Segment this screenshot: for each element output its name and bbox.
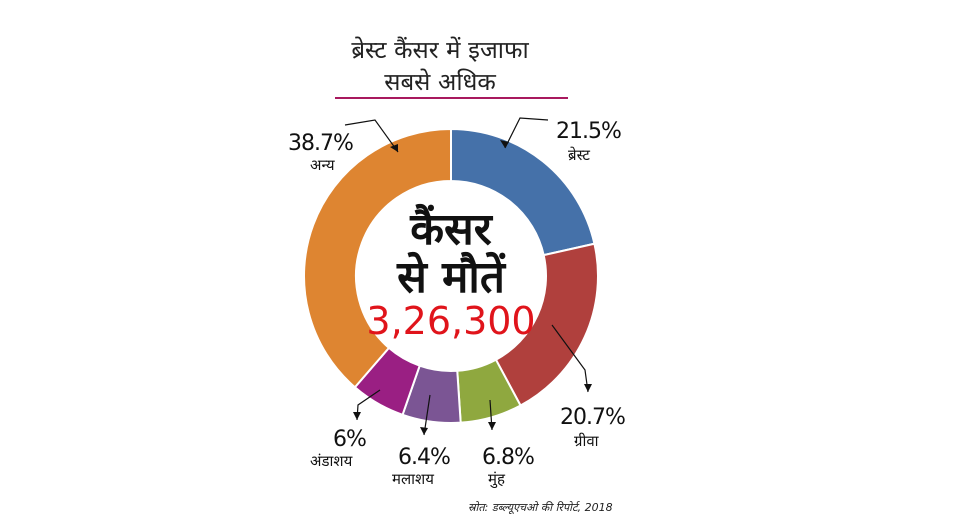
label-pct-other: 38.7% <box>288 131 353 156</box>
donut-slice-5 <box>303 127 452 389</box>
label-pct-mouth: 6.8% <box>482 445 534 470</box>
chart-title-line2: सबसे अधिक <box>384 68 496 96</box>
label-name-rectum: मलाशय <box>392 470 434 488</box>
chart-title-line1: ब्रेस्ट कैंसर में इजाफा <box>351 36 529 64</box>
arrow-breast <box>504 117 549 149</box>
label-pct-ovary: 6% <box>333 427 366 452</box>
center-line2: से मौतें <box>396 251 507 303</box>
center-line1: कैंसर <box>409 203 494 255</box>
center-value: 3,26,300 <box>366 299 535 343</box>
label-name-mouth: मुंह <box>488 470 506 489</box>
source-note: स्रोत: डब्ल्यूएचओ की रिपोर्ट, 2018 <box>468 501 613 515</box>
label-pct-cervix: 20.7% <box>560 405 625 430</box>
arrow-heads <box>353 140 592 435</box>
arrow-other <box>344 119 399 153</box>
label-pct-breast: 21.5% <box>556 119 621 144</box>
label-name-breast: ब्रेस्ट <box>568 146 590 164</box>
label-name-ovary: अंडाशय <box>310 452 353 470</box>
label-name-other: अन्य <box>310 156 335 174</box>
label-name-cervix: ग्रीवा <box>574 432 600 450</box>
label-pct-rectum: 6.4% <box>398 445 450 470</box>
